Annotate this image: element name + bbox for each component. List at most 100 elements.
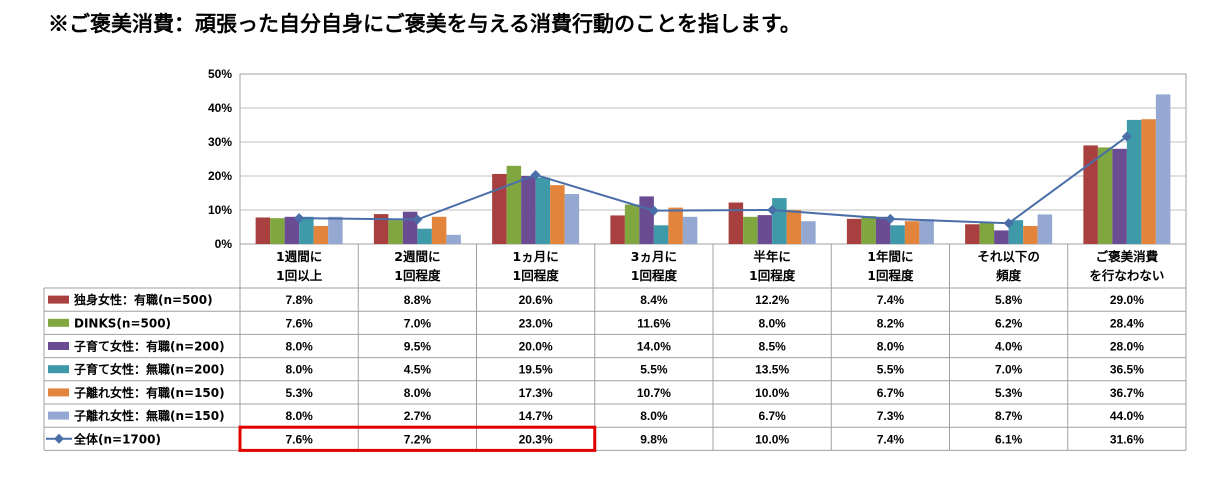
legend-key [48, 318, 69, 327]
data-table-cell: 7.2% [404, 432, 432, 446]
x-category-label: 1回以上 [276, 268, 323, 283]
data-table-cell: 20.6% [519, 293, 553, 307]
bar [728, 202, 744, 244]
data-table-cell: 5.5% [877, 363, 905, 377]
total-line-point [767, 205, 778, 215]
legend-key [48, 365, 69, 374]
bar [875, 216, 891, 244]
x-category-label: 1回程度 [394, 268, 441, 283]
bar [994, 230, 1009, 244]
bar [402, 211, 418, 244]
data-table-cell: 20.3% [519, 432, 553, 446]
bar [564, 194, 580, 244]
data-table-cell: 8.0% [285, 409, 313, 423]
data-table-cell: 8.0% [758, 316, 786, 330]
bar [965, 224, 980, 244]
y-tick-label: 0% [215, 237, 233, 251]
data-table-cell: 13.5% [755, 363, 789, 377]
series-name: 子離れ女性：無職(n=150) [74, 408, 225, 423]
y-tick-label: 40% [208, 101, 232, 115]
bar [521, 176, 536, 244]
bar [890, 225, 905, 244]
x-category-label: 2週間に [394, 249, 440, 264]
data-table-cell: 8.0% [404, 386, 432, 400]
legend-key [48, 295, 69, 304]
y-tick-label: 20% [208, 169, 232, 183]
data-table-cell: 6.7% [877, 386, 905, 400]
y-tick-label: 10% [208, 203, 232, 217]
data-table-cell: 19.5% [519, 363, 553, 377]
data-table-cell: 5.8% [995, 293, 1023, 307]
bar [1037, 214, 1053, 244]
bar [772, 198, 787, 244]
x-category-label: 1回程度 [867, 268, 914, 283]
data-table-cell: 17.3% [519, 386, 553, 400]
bar [299, 216, 314, 244]
data-table-cell: 8.8% [404, 293, 432, 307]
bar [1083, 145, 1098, 244]
data-table-cell: 7.0% [404, 316, 432, 330]
series-name: 子育て女性：無職(n=200) [74, 362, 225, 377]
plot-area [239, 73, 1187, 245]
bar [743, 216, 758, 244]
data-table-cell: 9.8% [640, 432, 668, 446]
data-table-cell: 8.2% [877, 316, 905, 330]
y-tick-label: 50% [208, 67, 232, 81]
bar [1097, 147, 1113, 244]
bar [535, 177, 551, 244]
data-table-cell: 7.3% [877, 409, 905, 423]
x-category-label: 1ヵ月に [513, 249, 559, 264]
data-table-cell: 20.0% [519, 340, 553, 354]
bar [610, 215, 625, 244]
legend-key [48, 388, 69, 397]
x-category-label: 頻度 [996, 268, 1022, 283]
data-table-cell: 11.6% [637, 316, 671, 330]
data-table-cell: 36.7% [1110, 386, 1144, 400]
bar [1023, 225, 1038, 244]
bar [904, 221, 920, 244]
data-table-cell: 36.5% [1110, 363, 1144, 377]
x-category-label: を行なわない [1089, 268, 1164, 283]
x-category-label: 半年に [753, 249, 791, 264]
data-table-cell: 44.0% [1110, 409, 1144, 423]
data-table-cell: 9.5% [404, 340, 432, 354]
data-table-cell: 7.6% [285, 316, 313, 330]
series-name: 全体(n=1700) [73, 431, 161, 446]
data-table-cell: 14.0% [637, 340, 671, 354]
series-name: DINKS(n=500) [74, 316, 171, 330]
data-table-cell: 7.4% [877, 293, 905, 307]
bar [313, 225, 329, 244]
data-table-cell: 4.0% [995, 340, 1023, 354]
data-table-cell: 28.4% [1110, 316, 1144, 330]
data-table-cell: 23.0% [519, 316, 553, 330]
x-category-label: 1回程度 [513, 268, 560, 283]
data-table-cell: 10.0% [755, 432, 789, 446]
legend-key [48, 411, 69, 420]
data-table-cell: 5.3% [995, 386, 1023, 400]
data-table-cell: 2.7% [404, 409, 432, 423]
bar [431, 216, 447, 244]
bar [417, 228, 432, 244]
total-line [299, 135, 1128, 225]
total-line-point [294, 213, 305, 224]
bar [979, 222, 995, 244]
total-line-point [530, 169, 541, 180]
x-category-label: ご褒美消費 [1096, 249, 1159, 264]
bar [1112, 148, 1127, 244]
x-category-label: 1年間に [867, 249, 913, 264]
data-table-cell: 7.4% [877, 432, 905, 446]
bar [373, 214, 389, 244]
data-table-cell: 10.0% [755, 386, 789, 400]
data-table-cell: 7.0% [995, 363, 1023, 377]
bar [861, 216, 876, 244]
data-table-cell: 8.0% [877, 340, 905, 354]
total-line-point [412, 214, 423, 225]
data-table-cell: 14.7% [519, 409, 553, 423]
data-table-cell: 8.4% [640, 293, 668, 307]
bar [1155, 94, 1171, 245]
data-table-cell: 8.0% [285, 363, 313, 377]
bar [446, 234, 461, 244]
x-category-label: それ以下の [977, 249, 1040, 264]
bar [1008, 220, 1024, 244]
bar [757, 215, 773, 244]
